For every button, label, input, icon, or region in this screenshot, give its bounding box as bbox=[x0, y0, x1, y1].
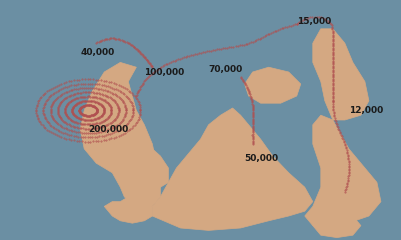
Polygon shape bbox=[144, 149, 168, 187]
Polygon shape bbox=[313, 29, 369, 120]
Text: 12,000: 12,000 bbox=[349, 106, 383, 115]
Polygon shape bbox=[305, 115, 381, 226]
Polygon shape bbox=[313, 211, 361, 238]
Polygon shape bbox=[104, 197, 152, 223]
Text: 40,000: 40,000 bbox=[80, 48, 114, 57]
Text: 15,000: 15,000 bbox=[297, 17, 331, 26]
Text: 100,000: 100,000 bbox=[144, 67, 184, 77]
Text: 50,000: 50,000 bbox=[245, 154, 279, 163]
Text: 200,000: 200,000 bbox=[88, 125, 128, 134]
Polygon shape bbox=[245, 67, 301, 103]
Polygon shape bbox=[152, 108, 313, 230]
Polygon shape bbox=[80, 62, 160, 209]
Text: 70,000: 70,000 bbox=[209, 65, 243, 74]
